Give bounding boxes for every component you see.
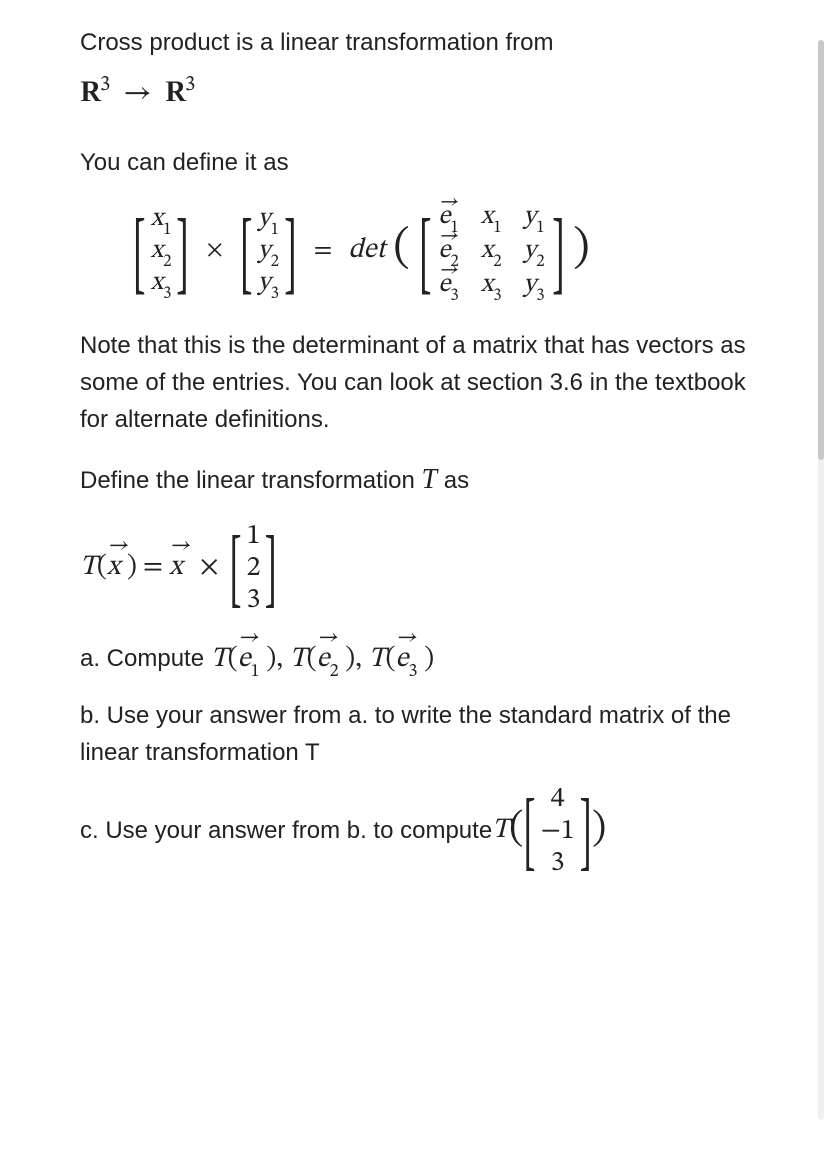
m12: x1 xyxy=(481,203,502,231)
v3: 3 xyxy=(551,849,565,877)
x-arg: x xyxy=(107,546,120,589)
y2: y2 xyxy=(258,237,279,265)
define-T-suffix: as xyxy=(437,467,469,494)
T-a2: T xyxy=(290,645,307,673)
cross-op-2: × xyxy=(199,546,219,589)
part-b: b. Use your answer from a. to write the … xyxy=(80,697,748,771)
equals: = xyxy=(314,231,333,271)
x-vector: [ x1 x2 x3 ] xyxy=(132,205,190,297)
intro-text-1: Cross product is a linear transformation… xyxy=(80,29,554,56)
part-c: c. Use your answer from b. to compute T(… xyxy=(80,785,748,877)
T-a1: T xyxy=(211,645,228,673)
sup-3-1: 3 xyxy=(100,74,110,95)
m23: y2 xyxy=(524,237,545,265)
rbracket: ] xyxy=(579,796,591,866)
y1: y1 xyxy=(258,205,279,233)
T-a3: T xyxy=(369,645,386,673)
x3: x3 xyxy=(151,269,172,297)
rbracket: ] xyxy=(552,213,564,289)
m32: x3 xyxy=(481,271,502,299)
note-paragraph: Note that this is the determinant of a m… xyxy=(80,327,748,439)
x1: x1 xyxy=(151,205,172,233)
scrollbar-thumb[interactable] xyxy=(818,40,824,460)
sup-3-2: 3 xyxy=(185,74,195,95)
lbracket: [ xyxy=(133,213,145,289)
eq2: = xyxy=(143,546,163,589)
part-a: a. Compute T(e1 ), T(e2 ), T(e3 ) xyxy=(80,638,748,683)
m33: y3 xyxy=(524,271,545,299)
lparen: ( xyxy=(393,213,409,284)
det-matrix: [ e1 x1 y1 e2 x2 y2 e3 x3 y3 ] xyxy=(418,203,566,299)
arrow-1: → xyxy=(123,79,151,109)
T-definition: T(x ) = x × [ 1 2 3 ] xyxy=(80,522,748,614)
domain-range: R3 → R3 xyxy=(80,69,748,118)
lparen-c: ( xyxy=(509,798,523,860)
cross-op-1: × xyxy=(206,232,223,269)
e3: e xyxy=(396,638,409,681)
y3: y3 xyxy=(258,269,279,297)
T-c: T xyxy=(492,809,509,852)
e1: e xyxy=(238,638,251,681)
rbracket: ] xyxy=(265,533,277,603)
lbracket: [ xyxy=(230,533,242,603)
v1: 4 xyxy=(551,785,565,813)
rparen: ) xyxy=(573,213,589,284)
m13: y1 xyxy=(524,203,545,231)
rparen-c: ) xyxy=(592,798,606,860)
const-vector: [ 1 2 3 ] xyxy=(229,522,278,614)
x-rhs: x xyxy=(169,546,182,589)
lbracket: [ xyxy=(241,213,253,289)
m31: e3 xyxy=(438,271,458,299)
cross-product-definition: [ x1 x2 x3 ] × [ y1 y2 y3 ] = det( [ e1 … xyxy=(132,203,748,299)
c-vector: [ 4 −1 3 ] xyxy=(523,785,592,877)
real-R-2: R xyxy=(165,69,185,116)
c1: 1 xyxy=(247,522,261,550)
intro-line-1: Cross product is a linear transformation… xyxy=(80,24,748,61)
define-T-line: Define the linear transformation T as xyxy=(80,458,748,501)
T-symbol: T xyxy=(422,464,438,495)
define-T-prefix: Define the linear transformation xyxy=(80,467,422,494)
det-label: det xyxy=(348,229,385,272)
v2: −1 xyxy=(541,817,575,845)
part-c-prefix: c. Use your answer from b. to compute xyxy=(80,812,492,849)
T-lhs: T xyxy=(80,546,97,589)
m22: x2 xyxy=(481,237,502,265)
x2: x2 xyxy=(151,237,172,265)
rbracket: ] xyxy=(177,213,189,289)
part-a-prefix: a. Compute xyxy=(80,645,211,672)
you-can-define: You can define it as xyxy=(80,144,748,181)
lbracket: [ xyxy=(524,796,536,866)
real-R-1: R xyxy=(80,69,100,116)
c2: 2 xyxy=(247,554,261,582)
lbracket: [ xyxy=(419,213,431,289)
e2: e xyxy=(317,638,330,681)
c3: 3 xyxy=(247,586,261,614)
rbracket: ] xyxy=(284,213,296,289)
y-vector: [ y1 y2 y3 ] xyxy=(239,205,297,297)
